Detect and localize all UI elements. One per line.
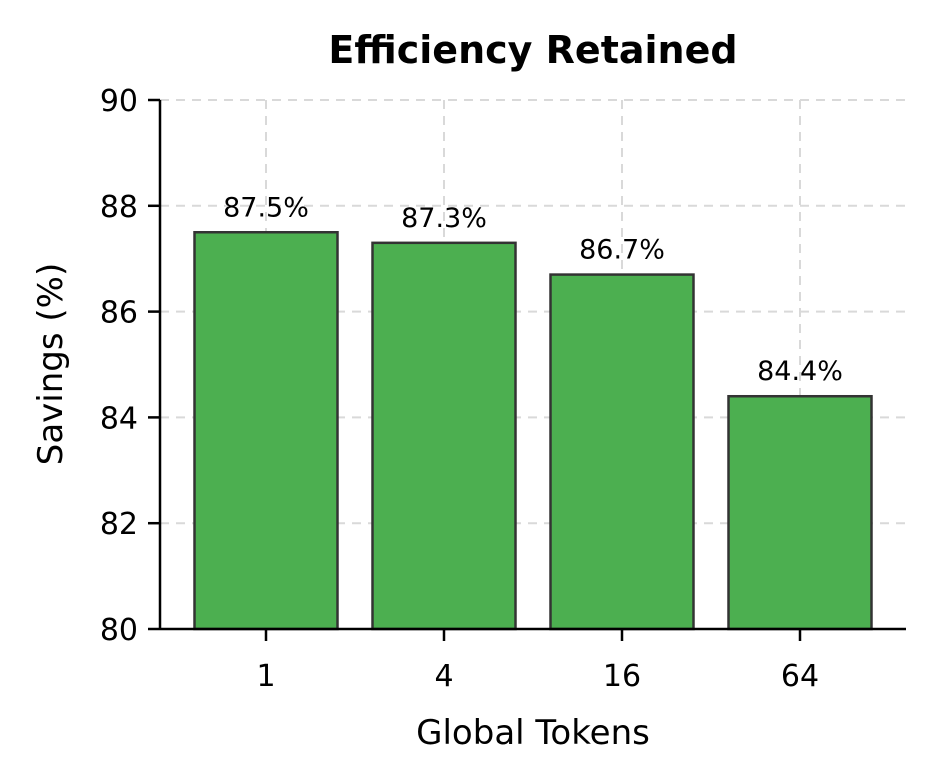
y-tick-label: 84: [100, 401, 138, 436]
x-tick-label: 1: [256, 659, 275, 694]
bar-data-label: 87.5%: [223, 192, 309, 223]
bar-data-label: 86.7%: [579, 235, 665, 266]
bar-data-label: 87.3%: [401, 203, 487, 234]
x-tick-label: 16: [603, 659, 641, 694]
bar-4: [371, 241, 517, 631]
y-tick-label: 90: [100, 84, 138, 119]
bar-64: [727, 394, 873, 631]
y-axis-label: Savings (%): [31, 263, 71, 465]
y-tick-label: 88: [100, 190, 138, 225]
y-tick-label: 80: [100, 613, 138, 648]
bar-data-label: 84.4%: [757, 356, 843, 387]
bar-16: [549, 273, 695, 631]
chart-title: Efficiency Retained: [328, 28, 737, 72]
x-axis-label: Global Tokens: [416, 713, 650, 753]
x-tick-label: 64: [781, 659, 819, 694]
y-tick-label: 86: [100, 296, 138, 331]
y-tick-label: 82: [100, 507, 138, 542]
label-layer: 80 82 84 86 88 90 1 87.5% 4 87.3% 16 86.7% 64 84.4%: [100, 84, 843, 694]
x-tick-label: 4: [434, 659, 453, 694]
bar-1: [193, 231, 339, 631]
axis-layer: [148, 98, 906, 641]
bar-layer: [193, 231, 873, 631]
